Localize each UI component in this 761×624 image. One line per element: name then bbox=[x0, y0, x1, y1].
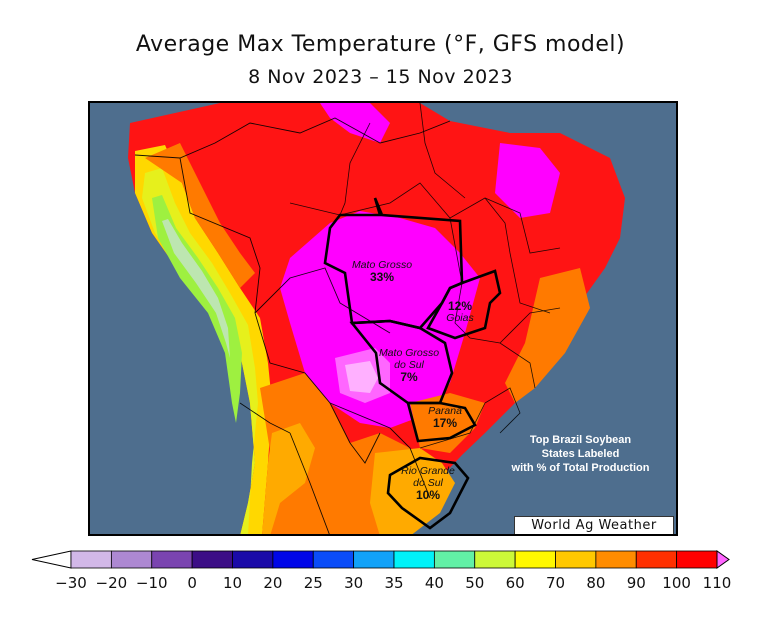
colorbar-bin bbox=[353, 550, 395, 569]
state-percent: 33% bbox=[369, 270, 395, 284]
temperature-band-110-north bbox=[320, 103, 390, 143]
map-graphic bbox=[128, 103, 625, 534]
colorbar-bin bbox=[312, 550, 355, 569]
colorbar-tick-label: 110 bbox=[702, 574, 732, 592]
colorbar-tick-label: 100 bbox=[662, 574, 691, 592]
state-label-mato-grosso-do-sul: Mato Grosso do Sul 7% bbox=[373, 347, 445, 383]
temperature-band-cool bbox=[162, 219, 230, 358]
temperature-band-110-northeast bbox=[495, 143, 560, 218]
colorbar-bin bbox=[272, 550, 314, 569]
colorbar-bin bbox=[191, 550, 233, 569]
credit-label: World Ag Weather bbox=[514, 516, 674, 534]
state-name: Goias bbox=[446, 312, 474, 324]
colorbar-tick-label: 50 bbox=[465, 574, 485, 592]
state-percent: 12% bbox=[447, 299, 473, 313]
note-line: States Labeled bbox=[541, 448, 620, 460]
state-name: do Sul bbox=[413, 477, 443, 489]
colorbar-bin bbox=[110, 550, 153, 569]
state-label-mato-grosso: Mato Grosso 33% bbox=[342, 259, 422, 283]
colorbar-low-arrow bbox=[31, 550, 72, 569]
country-borders bbox=[134, 117, 451, 534]
state-borders bbox=[289, 103, 561, 449]
state-name: Parana bbox=[428, 405, 462, 417]
colorbar-bin bbox=[433, 550, 476, 569]
colorbar-tick-label: 60 bbox=[505, 574, 525, 592]
state-name: Mato Grosso bbox=[351, 259, 413, 271]
temperature-band-80-north bbox=[145, 143, 255, 288]
temperature-band-peak bbox=[345, 361, 378, 393]
state-percent: 17% bbox=[432, 416, 458, 430]
colorbar-tick-label: 10 bbox=[222, 574, 243, 592]
colorbar-bin bbox=[635, 550, 678, 569]
state-label-goias: 12% Goias bbox=[435, 300, 485, 324]
state-name: Rio Grande bbox=[401, 465, 455, 477]
goias-outline bbox=[426, 269, 502, 340]
color-scale-bar bbox=[31, 550, 730, 569]
colorbar-bin bbox=[555, 550, 597, 569]
rio-grande-do-sul-outline bbox=[386, 456, 470, 530]
colorbar-tick-label: −30 bbox=[55, 574, 87, 592]
date-range: 8 Nov 2023 – 15 Nov 2023 bbox=[248, 66, 513, 88]
soybean-states bbox=[323, 197, 502, 530]
temperature-band-70-rs bbox=[370, 448, 455, 534]
state-name: do Sul bbox=[394, 359, 424, 371]
colorbar-bin bbox=[232, 550, 274, 569]
colorbar-bin bbox=[151, 550, 193, 569]
colorbar-bin bbox=[474, 550, 516, 569]
colorbar-bin bbox=[70, 550, 112, 569]
colorbar-tick-label: 40 bbox=[424, 574, 444, 592]
colorbar-bin bbox=[676, 550, 718, 569]
colorbar-tick-label: 35 bbox=[384, 574, 404, 592]
state-percent: 10% bbox=[415, 488, 441, 502]
state-name: Mato Grosso bbox=[378, 347, 440, 359]
temperature-band-80-coast bbox=[505, 268, 590, 403]
state-label-parana: Parana 17% bbox=[420, 405, 470, 429]
colorbar-tick-label: 30 bbox=[344, 574, 364, 592]
colorbar-tick-label: 0 bbox=[187, 574, 197, 592]
colorbar-tick-label: 90 bbox=[626, 574, 646, 592]
colorbar-tick-label: 70 bbox=[545, 574, 566, 592]
colorbar-bin bbox=[514, 550, 556, 569]
colorbar-tick-label: −20 bbox=[95, 574, 128, 592]
note-line: with % of Total Production bbox=[511, 462, 650, 474]
colorbar-tick-label: −10 bbox=[135, 574, 168, 592]
colorbar-tick-label: 20 bbox=[263, 574, 283, 592]
mato-grosso-do-sul-outline bbox=[349, 319, 454, 405]
state-label-rio-grande-do-sul: Rio Grande do Sul 10% bbox=[393, 465, 463, 501]
parana-outline bbox=[406, 401, 477, 443]
temperature-map: Mato Grosso 33% 12% Goias Mato Grosso do… bbox=[88, 101, 678, 536]
temperature-band-70 bbox=[262, 423, 315, 534]
chart-title: Average Max Temperature (°F, GFS model) bbox=[135, 32, 626, 57]
colorbar-bin bbox=[393, 550, 435, 569]
colorbar-tick-label: 80 bbox=[586, 574, 606, 592]
annotation-note: Top Brazil Soybean States Labeled with %… bbox=[488, 433, 673, 475]
state-percent: 7% bbox=[400, 370, 418, 384]
colorbar-bin bbox=[595, 550, 637, 569]
note-line: Top Brazil Soybean bbox=[529, 434, 632, 446]
colorbar-tick-label: 25 bbox=[303, 574, 323, 592]
colorbar-high-arrow bbox=[716, 550, 730, 569]
